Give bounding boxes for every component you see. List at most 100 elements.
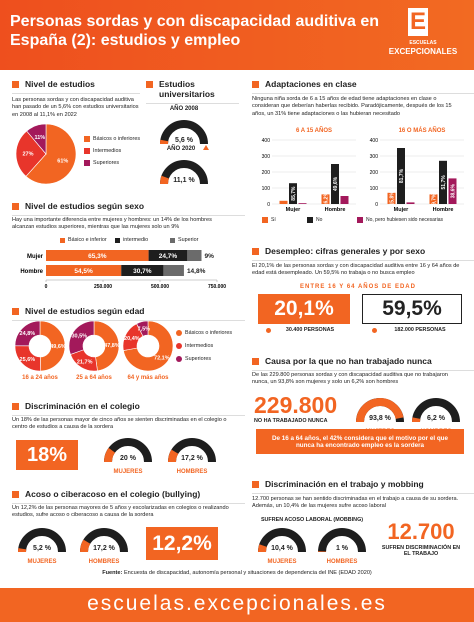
bar-chart: Mujer 65,3% 24,7% 9% Hombre 54,5% 30,7% 14,8% 0 2… — [20, 250, 226, 290]
legend-label: Básicos o inferiores — [185, 330, 233, 336]
gauge-label: 1 % — [336, 545, 349, 552]
gauge: 20 % MUJERES — [104, 438, 152, 475]
bar — [331, 164, 339, 204]
figure: 12.700 — [387, 519, 455, 544]
gauge-value — [160, 175, 170, 185]
pie-slice — [136, 320, 149, 337]
legend-swatch — [170, 237, 175, 243]
paragraph: Un 12,2% de las personas mayores de 5 añ… — [12, 505, 229, 519]
gauge-value — [104, 447, 116, 463]
bar — [279, 200, 288, 204]
bar — [298, 203, 307, 204]
legend-swatch — [176, 330, 182, 336]
legend-label: Sí — [271, 217, 276, 223]
chart-title: 25 a 64 años — [76, 375, 112, 381]
gauge-label: 10,4 % — [271, 545, 294, 552]
gauge-value — [80, 539, 91, 553]
bar-segment — [148, 250, 188, 261]
pie-slice — [39, 320, 66, 372]
source-label: Fuente: — [102, 570, 123, 576]
slice-label: 7,5% — [138, 326, 151, 332]
legend-item: No — [307, 217, 322, 223]
gauge-caption: MUJERES — [365, 429, 394, 435]
section-heading: Causa por la que no han trabajado nunca — [252, 356, 474, 371]
paragraph: Ninguna niña sorda de 6 a 15 años de eda… — [252, 96, 452, 117]
chart-title: 16 a 24 años — [22, 375, 58, 381]
section-heading: Nivel de estudios según edad — [12, 306, 245, 321]
gauge: 93,8 % MUJERES — [356, 398, 404, 435]
legend-item: Básico e inferior — [60, 237, 107, 243]
segment-label: 14,8% — [187, 268, 206, 275]
gauge-value — [356, 398, 404, 423]
icon — [266, 328, 271, 333]
header-band — [0, 0, 474, 70]
slice-label: 30,5% — [71, 334, 87, 340]
bar-label: 85,7% — [291, 186, 297, 201]
bar-label: 49,6% — [333, 176, 339, 191]
bar-segment — [187, 250, 202, 261]
gauge-caption: HOMBRES — [89, 559, 120, 565]
section-heading: Discriminación en el trabajo y mobbing — [252, 479, 474, 494]
segment-label: 65,3% — [88, 253, 107, 260]
slice-label: 21,7% — [77, 359, 93, 365]
legend-item: Superiores — [176, 356, 211, 362]
y-tick-label: 200 — [370, 170, 379, 176]
bar-segment — [163, 265, 184, 276]
legend-swatch — [60, 237, 65, 243]
y-tick-label: 300 — [370, 154, 379, 160]
y-tick-label: 0 — [267, 202, 270, 208]
x-tick-label: 0 — [45, 284, 48, 290]
bar-label: 38,6% — [450, 184, 456, 199]
legend-label: Básicos o inferiores — [93, 136, 141, 142]
gauge-caption: MUJERES — [27, 559, 56, 565]
gauge-label: 11,1 % — [173, 177, 195, 184]
gauge: 1 % HOMBRES — [318, 528, 366, 565]
bar — [387, 192, 396, 204]
gauge: 17,2 % HOMBRES — [80, 528, 128, 565]
section-heading: Adaptaciones en clase — [252, 79, 474, 94]
bar-label: 15,8% — [389, 191, 395, 206]
legend-label: Intermedios — [93, 148, 122, 154]
gauge-caption: HOMBRES — [421, 429, 452, 435]
paragraph: Hay una importante diferencia entre muje… — [12, 217, 212, 231]
bar-segment — [121, 265, 164, 276]
gauge: 11,1 % AÑO 2020 — [160, 145, 209, 185]
slice-label: 25,6% — [20, 357, 36, 363]
gauge-value — [258, 544, 267, 553]
bar — [321, 194, 330, 204]
bar — [397, 148, 405, 204]
highlight: 18% — [16, 440, 78, 470]
bar-segment — [46, 265, 122, 276]
gauge-caption: MUJERES — [113, 469, 142, 475]
legend-swatch — [176, 356, 182, 362]
segment-label: 9% — [204, 253, 214, 260]
pie-slice — [15, 130, 47, 177]
slice-label: 61% — [57, 158, 68, 164]
section-heading: Nivel de estudios — [12, 79, 140, 94]
section-heading: Estudios universitarios — [146, 79, 239, 104]
legend-swatch — [84, 136, 90, 142]
segment-label: 54,5% — [74, 268, 93, 275]
paragraph: Las personas sordas y con discapacidad a… — [12, 97, 139, 118]
y-tick-label: 300 — [262, 154, 271, 160]
bar-segment — [46, 250, 149, 261]
legend-item: Intermedios — [176, 343, 213, 349]
logo-top: ESCUELAS — [409, 40, 437, 46]
chart-subtitle: 6 A 15 AÑOS — [296, 127, 332, 134]
gauge-label: 17,2 % — [93, 545, 116, 552]
bar — [340, 196, 349, 204]
x-tick-label: 750.000 — [208, 284, 226, 290]
category-label: Mujer — [27, 254, 44, 260]
y-tick-label: 200 — [262, 170, 271, 176]
segment-label: 24,7% — [159, 253, 178, 260]
gauge-track — [412, 398, 460, 423]
gauge-label: 93,8 % — [369, 415, 392, 422]
icon — [372, 328, 377, 333]
bar-label: 51,7% — [441, 175, 447, 190]
gauge-track — [318, 528, 366, 553]
slice-label: 72,1% — [154, 356, 170, 362]
gauge: 17,2 % HOMBRES — [168, 438, 216, 475]
category-label: Mujer — [394, 207, 410, 213]
footer-url: escuelas.excepcionales.es — [87, 592, 387, 615]
x-tick-label: 500.000 — [151, 284, 169, 290]
